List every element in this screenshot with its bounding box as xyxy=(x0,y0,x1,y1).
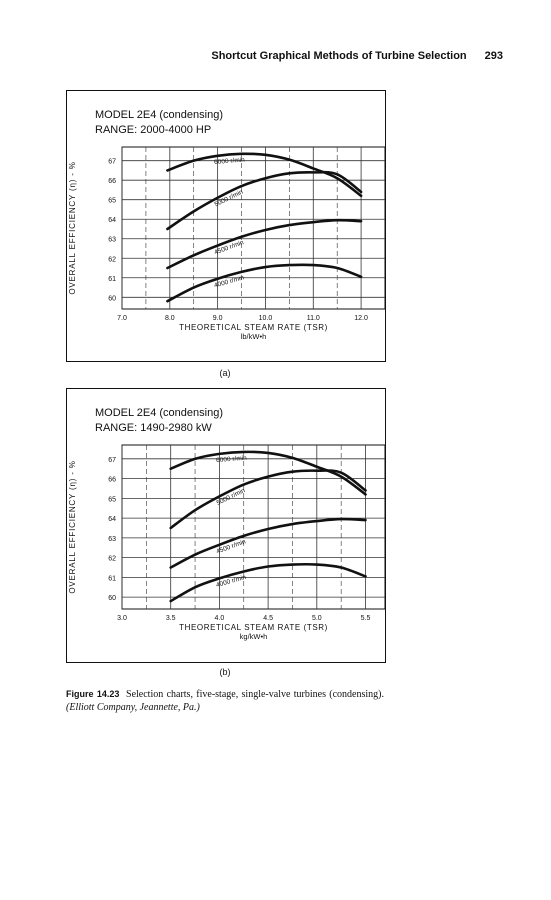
x-tick-label: 8.0 xyxy=(165,315,175,322)
y-tick-label: 65 xyxy=(108,198,116,205)
y-tick-label: 65 xyxy=(108,496,116,503)
x-tick-label: 12.0 xyxy=(354,315,368,322)
x-tick-label: 9.0 xyxy=(213,315,223,322)
x-axis-unit: lb/kW•h xyxy=(241,332,267,341)
chart-subtitle: RANGE: 1490-2980 kW xyxy=(95,422,212,434)
y-tick-label: 66 xyxy=(108,477,116,484)
series-line xyxy=(169,469,367,530)
x-axis-label: THEORETICAL STEAM RATE (TSR) xyxy=(179,323,328,332)
chart-b-panel-label: (b) xyxy=(219,667,231,677)
figure-label: Figure 14.23 xyxy=(66,689,120,699)
y-tick-label: 66 xyxy=(108,178,116,185)
plot-frame xyxy=(121,444,386,610)
series-line xyxy=(169,450,367,496)
plot-frame xyxy=(121,146,386,310)
chart-a-frame: MODEL 2E4 (condensing) RANGE: 2000-4000 H… xyxy=(66,90,386,362)
running-head: Shortcut Graphical Methods of Turbine Se… xyxy=(211,50,503,62)
series-line xyxy=(169,517,367,569)
series-label: 4000 r/min xyxy=(215,574,247,589)
x-axis-label: THEORETICAL STEAM RATE (TSR) xyxy=(179,623,328,632)
series-label: 6000 r/min xyxy=(216,455,248,464)
y-axis-label: OVERALL EFFICIENCY (η) - % xyxy=(68,460,77,593)
x-tick-label: 10.0 xyxy=(259,315,273,322)
series-line xyxy=(166,218,363,270)
y-tick-label: 63 xyxy=(108,237,116,244)
y-tick-label: 62 xyxy=(108,556,116,563)
page-number: 293 xyxy=(484,50,503,62)
chart-subtitle: RANGE: 2000-4000 HP xyxy=(95,124,211,136)
series-line xyxy=(166,170,363,231)
y-tick-label: 67 xyxy=(108,457,116,464)
x-tick-label: 3.0 xyxy=(117,615,127,622)
chart-a: MODEL 2E4 (condensing) RANGE: 2000-4000 H… xyxy=(68,109,386,341)
y-tick-label: 61 xyxy=(108,575,116,582)
chart-b: MODEL 2E4 (condensing) RANGE: 1490-2980 k… xyxy=(68,407,386,641)
y-axis-label: OVERALL EFFICIENCY (η) - % xyxy=(68,161,77,294)
y-tick-label: 62 xyxy=(108,256,116,263)
y-tick-label: 60 xyxy=(108,595,116,602)
x-tick-label: 4.5 xyxy=(263,615,273,622)
y-tick-label: 67 xyxy=(108,159,116,166)
chart-title: MODEL 2E4 (condensing) xyxy=(95,109,223,121)
chart-a-panel-label: (a) xyxy=(219,368,231,378)
y-tick-label: 63 xyxy=(108,536,116,543)
running-head-title: Shortcut Graphical Methods of Turbine Se… xyxy=(211,50,467,62)
caption-text: Selection charts, five-stage, single-val… xyxy=(126,689,384,700)
caption-source: (Elliott Company, Jeannette, Pa.) xyxy=(66,701,200,713)
y-tick-label: 64 xyxy=(108,217,116,224)
x-tick-label: 11.0 xyxy=(307,315,320,322)
y-tick-label: 60 xyxy=(108,295,116,302)
x-tick-label: 5.0 xyxy=(312,615,322,622)
series-line xyxy=(166,263,363,303)
x-axis-unit: kg/kW•h xyxy=(240,632,268,641)
x-tick-label: 7.0 xyxy=(117,315,127,322)
figure-caption: Figure 14.23 Selection charts, five-stag… xyxy=(66,688,384,714)
series-label: 6000 r/min xyxy=(214,157,246,167)
chart-title: MODEL 2E4 (condensing) xyxy=(95,407,223,419)
y-tick-label: 64 xyxy=(108,516,116,523)
x-tick-label: 3.5 xyxy=(166,615,176,622)
x-tick-label: 4.0 xyxy=(215,615,225,622)
chart-b-frame: MODEL 2E4 (condensing) RANGE: 1490-2980 k… xyxy=(66,388,386,663)
series-line xyxy=(169,562,367,603)
x-tick-label: 5.5 xyxy=(361,615,371,622)
y-tick-label: 61 xyxy=(108,276,116,283)
series-line xyxy=(166,152,363,198)
